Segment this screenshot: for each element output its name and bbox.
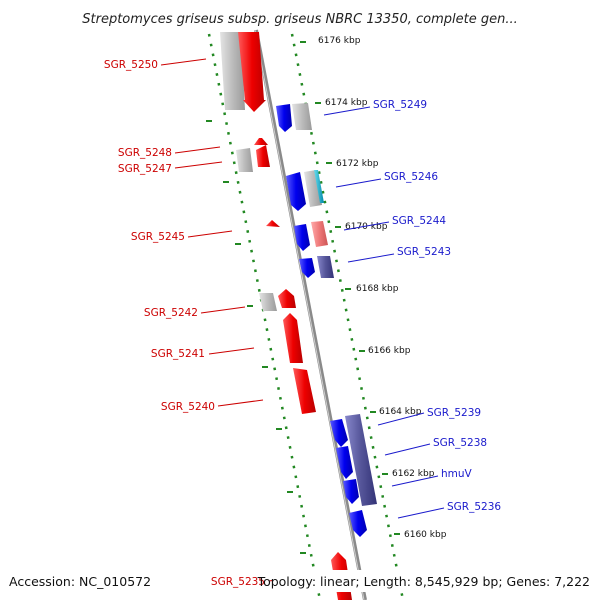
tick-label: 6170 kbp — [345, 222, 388, 232]
gene-label-left[interactable]: SGR_5235 — [211, 576, 265, 588]
gene-arrow-red — [238, 32, 266, 112]
tick-label: 6162 kbp — [392, 469, 435, 479]
gene-label-left[interactable]: SGR_5240 — [161, 401, 215, 413]
gene-label-left[interactable]: SGR_5247 — [118, 163, 172, 175]
gene-sgr-5247[interactable] — [254, 138, 270, 167]
gene-label-right[interactable]: SGR_5238 — [433, 437, 487, 449]
tick-label: 6174 kbp — [325, 98, 368, 108]
gene-sgr-5239[interactable] — [330, 414, 377, 506]
tick-label: 6164 kbp — [379, 407, 422, 417]
gene-sgr-5236[interactable] — [349, 510, 367, 537]
gene-label-left[interactable]: SGR_5248 — [118, 147, 172, 159]
gene-label-left[interactable]: SGR_5241 — [151, 348, 205, 360]
gene-label-right[interactable]: SGR_5246 — [384, 171, 438, 183]
gene-label-right[interactable]: SGR_5243 — [397, 246, 451, 258]
tick-label: 6172 kbp — [336, 159, 379, 169]
gene-sgr-5248[interactable] — [236, 148, 253, 172]
gene-label-right[interactable]: SGR_5244 — [392, 215, 446, 227]
tick-label: 6176 kbp — [318, 36, 361, 46]
left-track-boundary — [207, 33, 322, 600]
tick-label: 6168 kbp — [356, 284, 399, 294]
genome-summary-text: Topology: linear; Length: 8,545,929 bp; … — [257, 574, 590, 589]
gene-sgr-5244[interactable] — [294, 221, 328, 251]
gene-sgr-5250[interactable] — [220, 32, 266, 112]
gene-label-left[interactable]: SGR_5242 — [144, 307, 198, 319]
gene-sgr-5240[interactable] — [293, 368, 316, 414]
gene-sgr-5243[interactable] — [299, 256, 334, 278]
gene-label-left[interactable]: SGR_5250 — [104, 59, 158, 71]
right-track-boundary — [290, 33, 405, 600]
gene-label-right[interactable]: SGR_5236 — [447, 501, 501, 513]
gene-sgr-5242[interactable] — [259, 289, 296, 311]
gene-sgr-5241[interactable] — [283, 313, 303, 363]
accession-text: Accession: NC_010572 — [9, 574, 151, 589]
gene-sgr-5246[interactable] — [286, 170, 324, 211]
gene-sgr-5249[interactable] — [276, 103, 312, 132]
gene-label-right[interactable]: SGR_5239 — [427, 407, 481, 419]
gene-arrow-grey — [220, 32, 245, 110]
gene-label-left[interactable]: SGR_5245 — [131, 231, 185, 243]
gene-sgr-5245[interactable] — [266, 220, 280, 227]
gene-label-right[interactable]: SGR_5249 — [373, 99, 427, 111]
tick-marks — [206, 41, 400, 554]
gene-sgr-5238[interactable] — [336, 446, 353, 479]
gene-label-right[interactable]: hmuV — [441, 468, 473, 480]
genome-axis — [254, 29, 367, 600]
tick-label: 6166 kbp — [368, 346, 411, 356]
map-title: Streptomyces griseus subsp. griseus NBRC… — [82, 12, 517, 27]
gene-hmuV[interactable] — [343, 479, 359, 504]
tick-label: 6160 kbp — [404, 530, 447, 540]
right-leader-lines — [323, 106, 445, 519]
